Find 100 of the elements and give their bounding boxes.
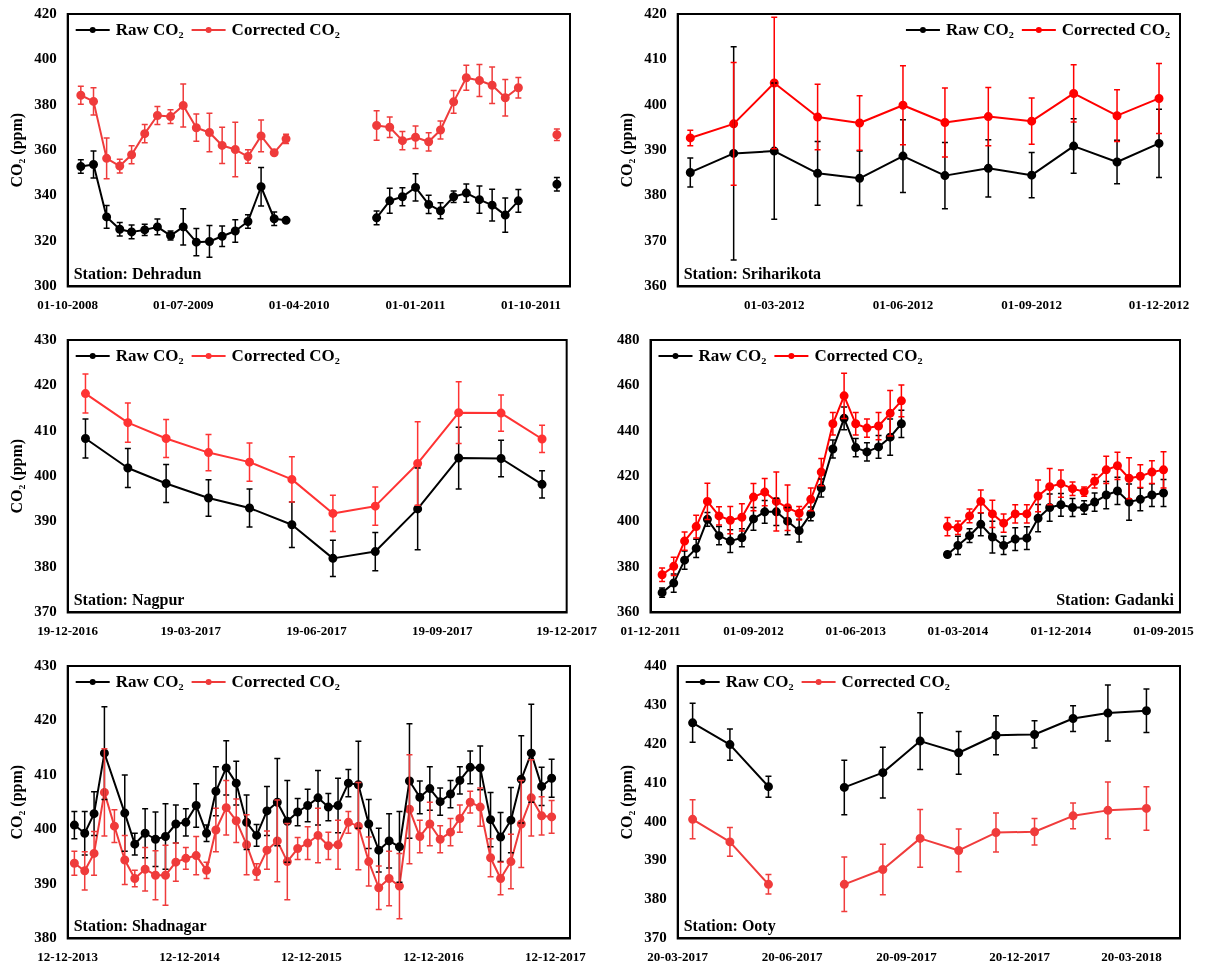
y-tick-label: 380: [34, 557, 57, 574]
x-tick-label: 01-09-2015: [1133, 622, 1195, 638]
point: [242, 840, 252, 850]
point: [364, 857, 374, 867]
point: [202, 865, 212, 875]
point: [89, 96, 99, 106]
point: [102, 153, 112, 163]
y-tick-label: 420: [34, 4, 57, 21]
point: [1141, 803, 1151, 813]
point: [896, 396, 906, 406]
point: [513, 83, 523, 93]
y-tick-label: 320: [34, 231, 57, 248]
point: [669, 561, 679, 571]
point: [685, 167, 695, 177]
point: [303, 800, 313, 810]
y-tick-label: 420: [617, 467, 640, 484]
point: [150, 834, 160, 844]
annotation: Station: Dehradun: [73, 264, 202, 282]
legend-label: Raw CO₂: [698, 346, 767, 366]
y-tick-label: 360: [617, 603, 640, 620]
legend-label: Raw CO₂: [115, 672, 184, 692]
y-tick-label: 400: [34, 467, 57, 484]
y-tick-label: 400: [644, 95, 667, 112]
x-tick-label: 01-01-2011: [385, 296, 446, 312]
y-tick-label: 380: [34, 929, 57, 946]
point: [140, 129, 150, 139]
point: [680, 555, 690, 565]
point: [839, 879, 849, 889]
point: [896, 419, 906, 429]
point: [424, 199, 434, 209]
y-tick-label: 410: [34, 421, 57, 438]
legend-label: Raw CO₂: [115, 20, 184, 40]
x-tick-label: 01-09-2012: [723, 622, 784, 638]
x-tick-label: 01-06-2013: [825, 622, 887, 638]
point: [230, 145, 240, 155]
point: [252, 830, 262, 840]
point: [80, 434, 90, 444]
point: [547, 773, 557, 783]
annotation: Station: Sriharikota: [683, 264, 822, 282]
y-tick-label: 410: [644, 50, 667, 67]
legend-label: Corrected CO₂: [814, 346, 923, 366]
y-tick-label: 300: [34, 277, 57, 294]
point: [397, 136, 407, 146]
point: [424, 137, 434, 147]
point: [851, 443, 861, 453]
x-tick-label: 19-09-2017: [411, 622, 474, 638]
x-tick-label: 12-12-2016: [403, 948, 465, 964]
x-tick-label: 12-12-2013: [37, 948, 99, 964]
y-tick-label: 420: [34, 711, 57, 728]
y-tick-label: 410: [34, 765, 57, 782]
point: [688, 718, 698, 728]
point: [1045, 482, 1055, 492]
y-tick-label: 400: [34, 820, 57, 837]
point: [152, 110, 162, 120]
legend-label: Raw CO₂: [725, 672, 794, 692]
y-tick-label: 400: [617, 512, 640, 529]
y-tick-label: 460: [617, 376, 640, 393]
point: [69, 858, 79, 868]
y-tick-label: 370: [644, 231, 667, 248]
legend-label: Corrected CO₂: [231, 672, 340, 692]
point: [851, 419, 861, 429]
point: [1135, 494, 1145, 504]
point: [1068, 503, 1078, 513]
y-tick-label: 440: [617, 421, 640, 438]
x-tick-label: 01-04-2010: [268, 296, 330, 312]
y-tick-label: 380: [617, 557, 640, 574]
point: [343, 817, 353, 827]
point: [855, 173, 865, 183]
y-tick-label: 340: [34, 186, 57, 203]
y-axis-title: CO₂ (ppm): [617, 764, 636, 840]
point: [763, 782, 773, 792]
point: [1112, 461, 1122, 471]
y-tick-label: 360: [644, 277, 667, 294]
legend-label: Raw CO₂: [115, 346, 184, 366]
annotation: Station: Gadanki: [1056, 590, 1175, 608]
point: [813, 168, 823, 178]
x-tick-label: 20-03-2018: [1101, 948, 1163, 964]
point: [323, 841, 333, 851]
point: [436, 206, 446, 216]
point: [983, 112, 993, 122]
point: [1030, 827, 1040, 837]
point: [281, 215, 291, 225]
point: [537, 811, 547, 821]
x-tick-label: 01-03-2012: [743, 296, 805, 312]
x-tick-label: 01-12-2012: [1128, 296, 1190, 312]
point: [150, 870, 160, 880]
point: [496, 873, 506, 883]
point: [942, 522, 952, 532]
point: [202, 828, 212, 838]
y-tick-label: 440: [644, 656, 667, 673]
point: [763, 879, 773, 889]
legend-label: Corrected CO₂: [1061, 20, 1171, 40]
point: [474, 195, 484, 205]
point: [1069, 88, 1079, 98]
y-tick-label: 390: [644, 851, 667, 868]
point: [80, 389, 90, 399]
x-tick-label: 19-12-2016: [37, 622, 99, 638]
y-tick-label: 410: [644, 773, 667, 790]
y-tick-label: 380: [644, 890, 667, 907]
x-tick-label: 12-12-2017: [524, 948, 587, 964]
